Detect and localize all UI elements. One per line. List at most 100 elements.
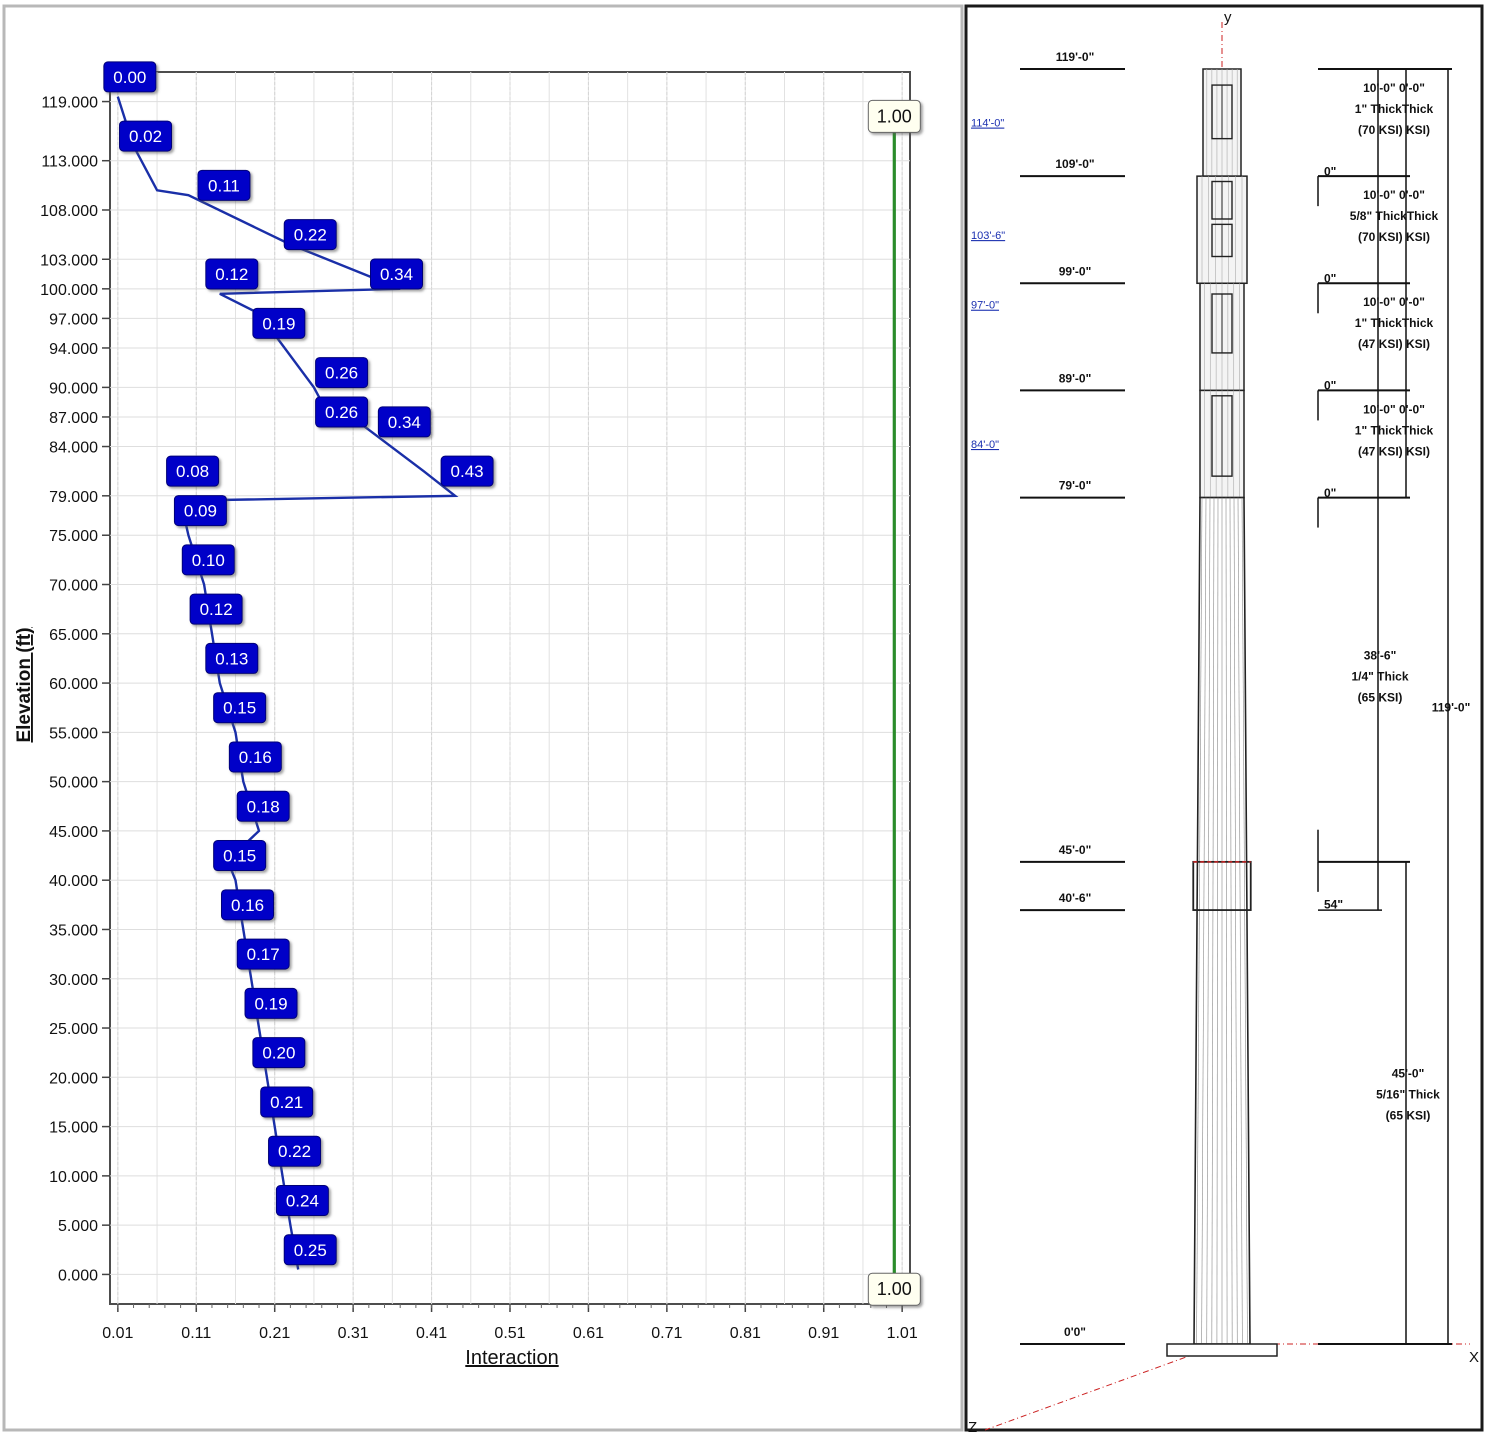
x-tick-label: 0.51 xyxy=(494,1325,525,1342)
splice-length-text: 0" xyxy=(1324,486,1336,500)
data-label-text: 0.19 xyxy=(254,994,287,1013)
y-tick-label: 5.000 xyxy=(58,1218,98,1235)
x-tick-label: 0.91 xyxy=(808,1325,839,1342)
x-tick-label: 0.41 xyxy=(416,1325,447,1342)
mount-elevation-label: 84'-0" xyxy=(971,439,999,451)
limit-label: 1.00 xyxy=(868,1273,920,1305)
data-label-text: 0.08 xyxy=(176,462,209,481)
data-label-text: 0.26 xyxy=(325,364,358,383)
data-label-text: 0.21 xyxy=(270,1093,303,1112)
data-label-text: 0.12 xyxy=(215,265,248,284)
y-tick-label: 108.000 xyxy=(40,203,98,220)
section-spec-text: 10'-0" 0'-0" xyxy=(1363,295,1425,309)
data-label-text: 0.26 xyxy=(325,403,358,422)
y-tick-label: 10.000 xyxy=(49,1169,98,1186)
y-tick-label: 79.000 xyxy=(49,489,98,506)
section-spec-text: (65 KSI) xyxy=(1358,691,1403,705)
y-axis-title: Elevation (ft) xyxy=(14,627,35,742)
data-label-text: 0.10 xyxy=(192,551,225,570)
section-spec-text: 1" ThickThick xyxy=(1355,102,1434,116)
section-spec-text: 10'-0" 0'-0" xyxy=(1363,402,1425,416)
data-label: 0.34 xyxy=(371,259,423,289)
data-label: 0.21 xyxy=(261,1087,313,1117)
elevation-label: 40'-6" xyxy=(1059,891,1092,905)
data-label: 0.19 xyxy=(245,988,297,1018)
data-label: 0.16 xyxy=(221,890,273,920)
y-tick-label: 97.000 xyxy=(49,311,98,328)
y-tick-label: 0.000 xyxy=(58,1267,98,1284)
elevation-label: 0'0" xyxy=(1064,1325,1086,1339)
x-tick-label: 0.71 xyxy=(651,1325,682,1342)
section-spec-text: (70 KSI) KSI) xyxy=(1358,230,1430,244)
elevation-label: 79'-0" xyxy=(1059,479,1092,493)
data-label-text: 0.09 xyxy=(184,502,217,521)
y-tick-label: 87.000 xyxy=(49,410,98,427)
data-label: 0.12 xyxy=(206,259,258,289)
data-label: 0.26 xyxy=(316,397,368,427)
y-tick-label: 75.000 xyxy=(49,528,98,545)
data-label: 0.16 xyxy=(229,742,281,772)
y-tick-label: 20.000 xyxy=(49,1070,98,1087)
mount-elevation-label: 114'-0" xyxy=(971,118,1004,130)
data-label-text: 0.13 xyxy=(215,649,248,668)
y-tick-label: 25.000 xyxy=(49,1021,98,1038)
splice-length-text: 0" xyxy=(1324,164,1336,178)
data-label-text: 0.25 xyxy=(294,1241,327,1260)
elevation-label: 119'-0" xyxy=(1056,50,1095,64)
data-label-text: 0.22 xyxy=(278,1142,311,1161)
elevation-label: 99'-0" xyxy=(1059,264,1092,278)
x-tick-label: 0.11 xyxy=(181,1325,211,1342)
y-tick-label: 100.000 xyxy=(40,282,98,299)
y-tick-label: 60.000 xyxy=(49,676,98,693)
data-label: 0.08 xyxy=(167,456,219,486)
data-label: 0.19 xyxy=(253,308,305,338)
data-label: 0.17 xyxy=(237,939,289,969)
data-label-text: 0.19 xyxy=(262,314,295,333)
data-label: 0.15 xyxy=(214,841,266,871)
data-label: 0.11 xyxy=(198,170,250,200)
section-spec-text: 38'-6" xyxy=(1364,649,1397,663)
data-label: 0.09 xyxy=(174,496,226,526)
section-spec-text: (47 KSI) KSI) xyxy=(1358,337,1430,351)
data-label: 0.22 xyxy=(269,1136,321,1166)
y-tick-label: 45.000 xyxy=(49,824,98,841)
data-label-text: 0.15 xyxy=(223,847,256,866)
y-tick-label: 119.000 xyxy=(41,95,98,112)
data-label: 0.18 xyxy=(237,791,289,821)
data-label: 0.22 xyxy=(284,220,336,250)
data-label-text: 0.02 xyxy=(129,127,162,146)
y-tick-label: 94.000 xyxy=(49,341,98,358)
limit-label-text: 1.00 xyxy=(877,1279,912,1299)
data-label-text: 0.16 xyxy=(239,748,272,767)
x-tick-label: 0.61 xyxy=(573,1325,604,1342)
section-spec-text: (47 KSI) KSI) xyxy=(1358,444,1430,458)
data-label-text: 0.20 xyxy=(262,1044,295,1063)
section-spec-text: 1/4" Thick xyxy=(1351,670,1408,684)
section-spec-text: 5/8" ThickThick xyxy=(1350,209,1439,223)
elevation-label: 45'-0" xyxy=(1059,843,1092,857)
data-label-text: 0.12 xyxy=(200,600,233,619)
x-tick-label: 0.31 xyxy=(338,1325,369,1342)
section-spec-text: (65 KSI) xyxy=(1386,1109,1431,1123)
data-label-text: 0.15 xyxy=(223,699,256,718)
x-tick-label: 0.21 xyxy=(259,1325,290,1342)
y-tick-label: 50.000 xyxy=(49,775,98,792)
data-label-text: 0.34 xyxy=(388,413,421,432)
data-label: 0.34 xyxy=(378,407,430,437)
data-label: 0.26 xyxy=(316,358,368,388)
mount-elevation-label: 97'-0" xyxy=(971,300,999,312)
elevation-label: 89'-0" xyxy=(1059,371,1092,385)
y-axis-label: y xyxy=(1224,9,1232,26)
splice-length-text: 0" xyxy=(1324,379,1336,393)
data-label-text: 0.43 xyxy=(451,462,484,481)
data-label: 0.43 xyxy=(441,456,493,486)
splice-length-text: 54" xyxy=(1324,898,1343,912)
data-label: 0.25 xyxy=(284,1235,336,1265)
data-label: 0.20 xyxy=(253,1038,305,1068)
section-spec-text: 1" ThickThick xyxy=(1355,316,1434,330)
overall-height-label: 119'-0" xyxy=(1432,701,1471,715)
y-tick-label: 70.000 xyxy=(49,578,98,595)
x-axis-title: Interaction xyxy=(465,1347,558,1369)
data-label-text: 0.34 xyxy=(380,265,413,284)
